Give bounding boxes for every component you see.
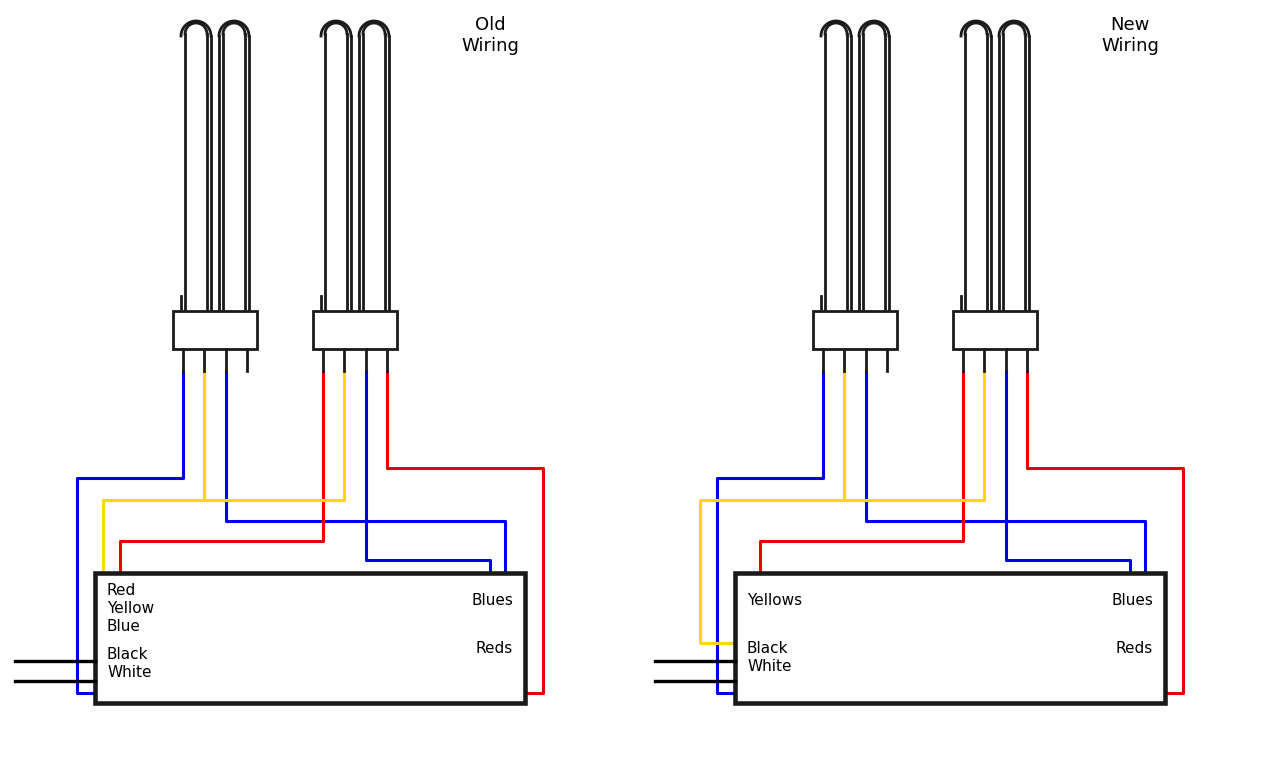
Text: New
Wiring: New Wiring bbox=[1101, 16, 1158, 55]
Text: Black: Black bbox=[748, 641, 788, 656]
Bar bbox=[813, 311, 897, 349]
Text: White: White bbox=[748, 659, 791, 674]
Text: Yellows: Yellows bbox=[748, 593, 803, 608]
Text: White: White bbox=[108, 665, 151, 680]
Text: Reds: Reds bbox=[1116, 641, 1153, 656]
Bar bbox=[954, 311, 1037, 349]
Text: Red: Red bbox=[108, 583, 136, 598]
Text: Yellow: Yellow bbox=[108, 601, 154, 616]
Text: Old
Wiring: Old Wiring bbox=[461, 16, 518, 55]
Bar bbox=[314, 311, 397, 349]
Bar bbox=[173, 311, 257, 349]
Text: Black: Black bbox=[108, 647, 148, 662]
Text: Blues: Blues bbox=[471, 593, 513, 608]
Text: Blue: Blue bbox=[108, 619, 141, 634]
Bar bbox=[735, 573, 1165, 703]
Text: Reds: Reds bbox=[476, 641, 513, 656]
Text: Blues: Blues bbox=[1111, 593, 1153, 608]
Bar bbox=[95, 573, 525, 703]
